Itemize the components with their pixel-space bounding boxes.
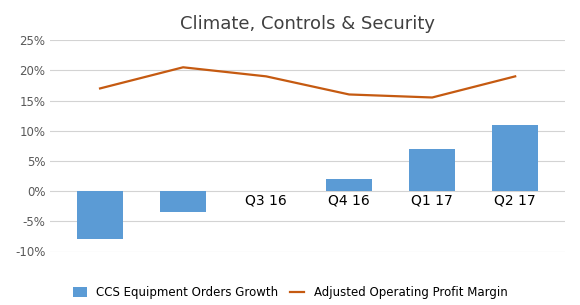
Bar [160, 191, 206, 212]
Bar [327, 179, 372, 191]
Title: Climate, Controls & Security: Climate, Controls & Security [180, 15, 435, 33]
Adjusted Operating Profit Margin [512, 74, 519, 78]
Adjusted Operating Profit Margin [180, 66, 187, 69]
Legend: CCS Equipment Orders Growth, Adjusted Operating Profit Margin: CCS Equipment Orders Growth, Adjusted Op… [72, 286, 508, 299]
Bar [492, 125, 538, 191]
Adjusted Operating Profit Margin [263, 74, 270, 78]
Adjusted Operating Profit Margin [97, 87, 104, 90]
Bar [77, 191, 123, 239]
Adjusted Operating Profit Margin [346, 93, 353, 96]
Line: Adjusted Operating Profit Margin: Adjusted Operating Profit Margin [100, 67, 515, 98]
Adjusted Operating Profit Margin [429, 96, 436, 99]
Bar [409, 149, 455, 191]
